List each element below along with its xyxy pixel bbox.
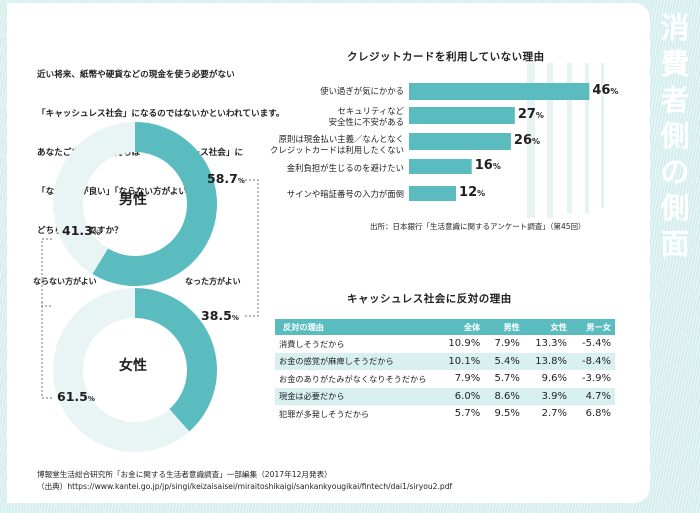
bar-label: 金利負担が生じるのを避けたい [286, 163, 404, 173]
donut-slice-negative [52, 288, 190, 452]
table-cell: 7.9% [494, 338, 520, 350]
table-cell: お金のありがたみがなくなりそうだから [279, 373, 427, 384]
connector-positive-bottom [245, 289, 259, 317]
bar-source: 出所：日本銀行「生活意識に関するアンケート調査」（第45回） [370, 222, 586, 231]
table-header: 全体 [437, 319, 485, 335]
donut-slice-positive [92, 122, 217, 286]
bar-value-label: 16% [474, 157, 501, 173]
table-cell: 消費しそうだから [279, 338, 345, 349]
donut-slice-positive [135, 288, 217, 432]
table-cell: お金の感覚が麻痺しそうだから [275, 352, 437, 370]
female-positive-value: 38.5% [201, 308, 239, 323]
table-header-row: 反対の理由 全体 男性 女性 男ー女 [275, 319, 615, 335]
male-negative-value: 41.3% [62, 223, 100, 238]
opposition-table: 反対の理由 全体 男性 女性 男ー女 消費しそうだから 10.9% 7.9% 1… [275, 319, 615, 423]
table-cell: 6.0% [437, 387, 485, 405]
question-line: 「キャッシュレス社会」になるのではないかといわれています。 [37, 109, 285, 119]
bar-label: サインや暗証番号の入力が面倒 [286, 189, 404, 199]
content-panel: 近い将来、紙幣や硬貨などの現金を使う必要がない 「キャッシュレス社会」になるので… [7, 3, 650, 503]
table-cell: 3.9% [523, 387, 572, 405]
table-header: 男性 [484, 319, 524, 335]
bar-chart-title: クレジットカードを利用していない理由 [347, 51, 545, 63]
table-cell: 8.6% [484, 387, 524, 405]
table-cell: 13.3% [535, 338, 568, 350]
bar [409, 186, 457, 201]
table-row: お金のありがたみがなくなりそうだから 7.9% 5.7% 9.6% -3.9% [275, 370, 615, 388]
table-cell: 犯罪が多発しそうだから [279, 408, 370, 419]
table-cell: 現金は必要だから [275, 387, 437, 405]
side-title: 消 費 者 側 の 側 面 [653, 0, 697, 513]
bar-value-label: 46% [592, 82, 619, 98]
bar-decoration [527, 63, 535, 218]
connector-negative-top [41, 238, 52, 307]
table-row: 現金は必要だから 6.0% 8.6% 3.9% 4.7% [275, 387, 615, 405]
connector-positive-top [245, 179, 259, 289]
bar-decoration [585, 63, 589, 213]
table-cell: 2.7% [541, 408, 568, 420]
bar-value-label: 27% [517, 106, 544, 122]
bar-value-label: 26% [513, 132, 541, 148]
donut-slice-negative [52, 121, 135, 275]
side-title-char: 者 [660, 83, 690, 117]
donut-charts [41, 121, 259, 452]
bar [409, 159, 472, 174]
legend-positive: なった方がよい [185, 277, 241, 286]
connector-negative-bottom [41, 303, 52, 399]
bar-label: セキュリティなど 安全性に不安がある [328, 106, 404, 127]
table-cell: 5.4% [484, 352, 524, 370]
footer-source: 博報堂生活総合研究所「お金に関する生活者意識調査」一部編集（2017年12月発表… [37, 470, 332, 479]
table-cell: -5.4% [581, 338, 611, 350]
bar-label: 使い過ぎが気にかかる [320, 86, 404, 96]
table-header: 女性 [523, 319, 572, 335]
table-cell: 5.7% [494, 373, 520, 385]
table-cell: 9.6% [541, 373, 568, 385]
male-positive-value: 58.7% [207, 171, 245, 186]
bar-value-label: 12% [459, 184, 486, 200]
bar [409, 133, 511, 150]
footer-url: （出典）https://www.kantei.go.jp/jp/singi/ke… [37, 482, 453, 491]
question-line: 近い将来、紙幣や硬貨などの現金を使う必要がない [37, 70, 235, 80]
bar-decoration [567, 63, 572, 213]
bar [409, 107, 515, 124]
bar-decoration [601, 63, 604, 208]
table-cell: 9.5% [494, 408, 520, 420]
side-title-char: 費 [660, 47, 690, 81]
table-cell: 10.9% [448, 338, 481, 350]
female-negative-value: 61.5% [57, 389, 95, 404]
donut-center-female: 女性 [119, 358, 147, 374]
question-line: あなたご自身のお気持ちは「キャッシュレス社会」に [37, 148, 244, 158]
table-header: 男ー女 [571, 319, 615, 335]
table-cell: 13.8% [523, 352, 572, 370]
legend-negative: ならない方がよい [33, 277, 97, 286]
bar-label: 原則は現金払い主義／なんとなく クレジットカードは利用したくない [270, 134, 404, 155]
side-title-char: 側 [660, 191, 690, 225]
bar-chart [409, 63, 604, 218]
side-title-char: 面 [660, 227, 690, 261]
table-cell: 5.7% [454, 408, 481, 420]
bar [409, 83, 590, 100]
table-cell: 10.1% [437, 352, 485, 370]
side-title-char: 消 [660, 11, 690, 45]
table-row: お金の感覚が麻痺しそうだから 10.1% 5.4% 13.8% -8.4% [275, 352, 615, 370]
side-title-char: の [660, 155, 690, 189]
question-line: 「なった方が良い」「ならない方がよい」の [37, 187, 205, 197]
table-cell: 6.8% [585, 408, 611, 420]
table-title: キャッシュレス社会に反対の理由 [347, 293, 512, 305]
table-header: 反対の理由 [275, 319, 437, 335]
side-title-char: 側 [660, 119, 690, 153]
table-row: 犯罪が多発しそうだから 5.7% 9.5% 2.7% 6.8% [275, 405, 615, 423]
donut-center-male: 男性 [119, 192, 147, 208]
table-row: 消費しそうだから 10.9% 7.9% 13.3% -5.4% [275, 335, 615, 353]
table-cell: 4.7% [571, 387, 615, 405]
table-cell: 7.9% [454, 373, 481, 385]
bar-decoration [547, 63, 553, 218]
table-cell: -3.9% [581, 373, 611, 385]
table-cell: -8.4% [571, 352, 615, 370]
